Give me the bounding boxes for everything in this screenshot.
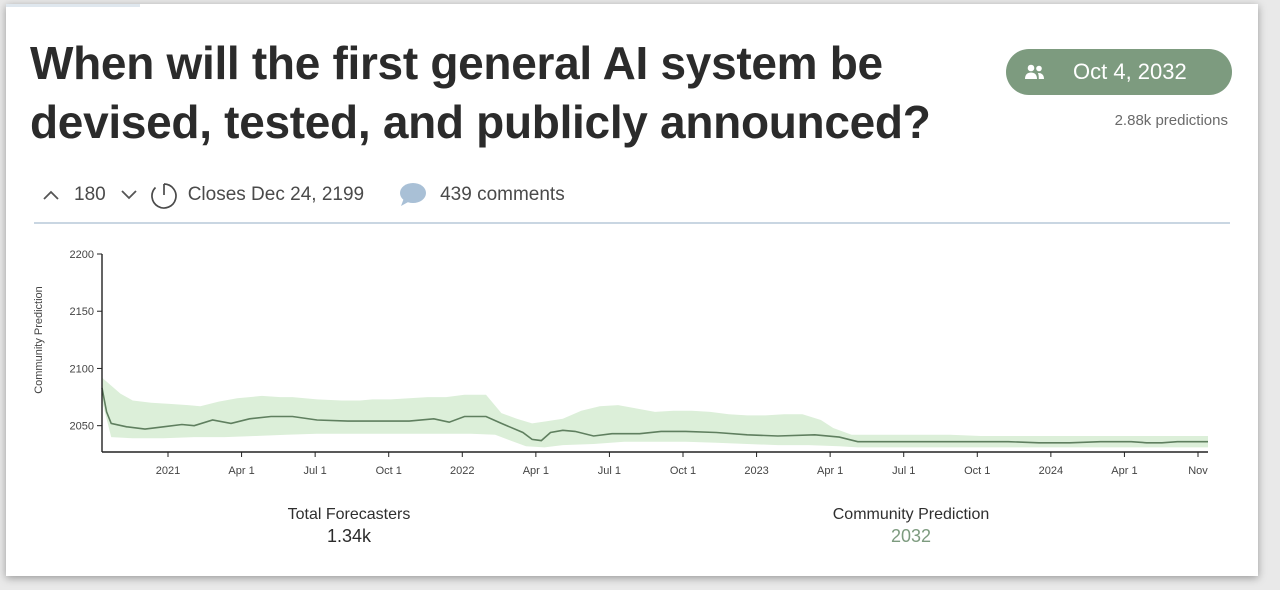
median-line	[101, 387, 1208, 444]
x-tick-label: 2021	[156, 465, 180, 477]
x-tick-label: Oct 1	[670, 465, 696, 477]
y-tick-label: 2150	[70, 306, 94, 318]
predictions-count: 2.88k predictions	[1114, 112, 1228, 129]
y-tick-label: 2100	[70, 363, 94, 375]
y-tick-label: 2200	[70, 249, 94, 261]
total-forecasters-value: 1.34k	[326, 526, 372, 546]
x-tick-label: Jul 1	[304, 465, 327, 477]
question-card: When will the first general AI system be…	[6, 4, 1258, 576]
comments-count: 439 comments	[440, 184, 565, 205]
community-prediction-value: 2032	[890, 526, 932, 546]
close-date-text: Closes Dec 24, 2199	[187, 184, 365, 205]
x-tick-label: Oct 1	[964, 465, 990, 477]
y-axis-label: Community Prediction	[33, 286, 45, 394]
chevron-up-icon	[43, 190, 59, 200]
upvote-button[interactable]	[42, 189, 60, 201]
vote-count: 180	[74, 184, 106, 205]
x-tick-label: Apr 1	[523, 465, 549, 477]
x-tick-label: Apr 1	[228, 465, 254, 477]
community-prediction: Community Prediction 2032	[806, 506, 1016, 547]
total-forecasters-label: Total Forecasters	[287, 506, 411, 523]
x-tick-label: Jul 1	[892, 465, 915, 477]
x-tick-label: Apr 1	[1111, 465, 1137, 477]
users-icon	[1024, 61, 1046, 83]
question-title[interactable]: When will the first general AI system be…	[30, 37, 931, 148]
prediction-history-chart[interactable]: Community Prediction 2200 2150 2100 2050 20…	[26, 244, 1216, 486]
community-prediction-label: Community Prediction	[832, 506, 990, 523]
total-forecasters: Total Forecasters 1.34k	[262, 506, 436, 547]
x-tick-label: Jul 1	[598, 465, 621, 477]
divider	[34, 222, 1230, 224]
x-tick-label: Oct 1	[376, 465, 402, 477]
x-tick-label: Apr 1	[817, 465, 843, 477]
confidence-band	[102, 377, 1208, 448]
x-tick-label: 2024	[1039, 465, 1063, 477]
close-date: Closes Dec 24, 2199	[150, 180, 364, 210]
downvote-button[interactable]	[120, 189, 138, 201]
chevron-down-icon	[121, 190, 137, 200]
comment-icon	[400, 183, 427, 206]
x-tick-label: 2023	[744, 465, 768, 477]
comments-link[interactable]: 439 comments	[398, 182, 565, 208]
community-prediction-badge[interactable]: Oct 4, 2032	[1006, 49, 1232, 95]
y-tick-label: 2050	[70, 421, 94, 433]
question-meta: 180 Closes Dec 24, 2199 439 comments	[42, 178, 565, 212]
x-tick-label: Nov	[1188, 465, 1208, 477]
x-tick-label: 2022	[450, 465, 474, 477]
prediction-date: Oct 4, 2032	[1073, 59, 1187, 84]
clock-icon	[150, 183, 177, 209]
top-accent-line	[6, 4, 140, 7]
